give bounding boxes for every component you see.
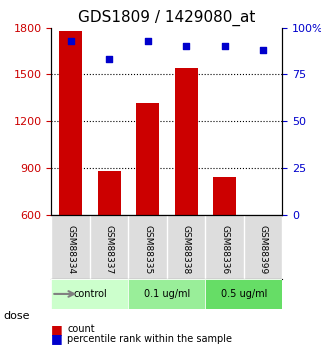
Point xyxy=(145,38,150,43)
Text: GSM88399: GSM88399 xyxy=(259,225,268,274)
Point xyxy=(68,38,73,43)
Text: percentile rank within the sample: percentile rank within the sample xyxy=(67,334,232,344)
Text: control: control xyxy=(73,289,107,299)
Text: GSM88336: GSM88336 xyxy=(220,225,229,274)
Text: GSM88335: GSM88335 xyxy=(143,225,152,274)
FancyBboxPatch shape xyxy=(51,279,128,309)
FancyBboxPatch shape xyxy=(205,279,282,309)
Title: GDS1809 / 1429080_at: GDS1809 / 1429080_at xyxy=(78,10,256,26)
Point xyxy=(222,43,227,49)
FancyBboxPatch shape xyxy=(128,279,205,309)
Point xyxy=(261,47,266,53)
Text: GSM88334: GSM88334 xyxy=(66,225,75,274)
Text: 0.1 ug/ml: 0.1 ug/ml xyxy=(144,289,190,299)
Text: dose: dose xyxy=(3,311,30,321)
Text: ■: ■ xyxy=(51,323,63,336)
Point xyxy=(184,43,189,49)
Text: count: count xyxy=(67,325,95,334)
Bar xyxy=(59,31,82,215)
Bar xyxy=(98,171,121,215)
Text: GSM88338: GSM88338 xyxy=(182,225,191,274)
Point xyxy=(107,57,112,62)
Bar xyxy=(136,102,159,215)
Text: ■: ■ xyxy=(51,332,63,345)
Bar xyxy=(213,177,236,215)
Bar xyxy=(175,68,198,215)
Text: 0.5 ug/ml: 0.5 ug/ml xyxy=(221,289,267,299)
Text: GSM88337: GSM88337 xyxy=(105,225,114,274)
